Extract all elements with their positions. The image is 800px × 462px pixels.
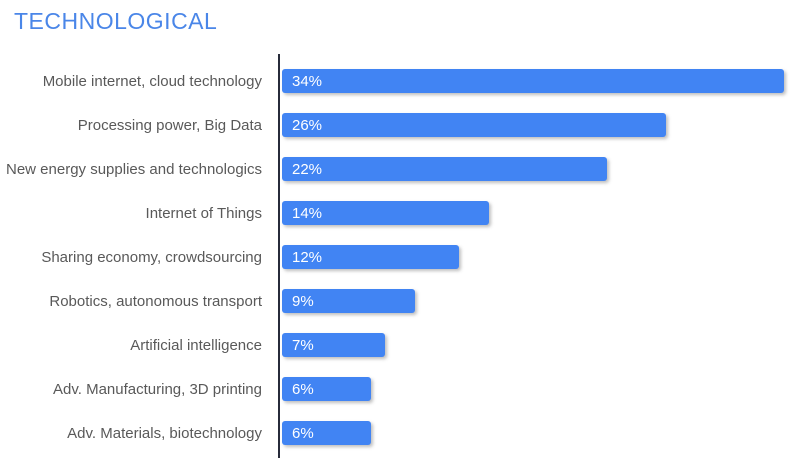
bar: 22% — [282, 157, 607, 181]
chart-row: Internet of Things 14% — [0, 191, 800, 235]
chart-rows: Mobile internet, cloud technology 34% Proc… — [0, 59, 800, 455]
bar: 6% — [282, 377, 371, 401]
chart-row: New energy supplies and technologics 22% — [0, 147, 800, 191]
category-label: Sharing economy, crowdsourcing — [41, 248, 262, 266]
bar: 14% — [282, 201, 489, 225]
bar: 26% — [282, 113, 666, 137]
bar-track: 12% — [282, 245, 800, 269]
vertical-axis-line — [278, 54, 280, 458]
bar-track: 22% — [282, 157, 800, 181]
bar: 34% — [282, 69, 784, 93]
bar-track: 6% — [282, 377, 800, 401]
bar-value-label: 22% — [292, 160, 323, 178]
bar: 12% — [282, 245, 459, 269]
bar-track: 9% — [282, 289, 800, 313]
bar-value-label: 9% — [292, 292, 314, 310]
bar-track: 6% — [282, 421, 800, 445]
chart-row: Mobile internet, cloud technology 34% — [0, 59, 800, 103]
chart-row: Adv. Manufacturing, 3D printing 6% — [0, 367, 800, 411]
category-label: Adv. Manufacturing, 3D printing — [53, 380, 262, 398]
chart-row: Robotics, autonomous transport 9% — [0, 279, 800, 323]
bar-track: 14% — [282, 201, 800, 225]
category-label: Processing power, Big Data — [77, 116, 262, 134]
category-label: Internet of Things — [145, 204, 262, 222]
chart-row: Artificial intelligence 7% — [0, 323, 800, 367]
bar-value-label: 6% — [292, 380, 314, 398]
category-label: New energy supplies and technologics — [6, 160, 262, 178]
chart-row: Adv. Materials, biotechnology 6% — [0, 411, 800, 455]
bar-value-label: 34% — [292, 72, 323, 90]
category-label: Adv. Materials, biotechnology — [67, 424, 262, 442]
bar-chart: Mobile internet, cloud technology 34% Proc… — [0, 52, 800, 462]
chart-row: Processing power, Big Data 26% — [0, 103, 800, 147]
bar-track: 7% — [282, 333, 800, 357]
bar-value-label: 14% — [292, 204, 323, 222]
bar-value-label: 12% — [292, 248, 323, 266]
bar-value-label: 26% — [292, 116, 323, 134]
chart-row: Sharing economy, crowdsourcing 12% — [0, 235, 800, 279]
bar-track: 34% — [282, 69, 800, 93]
bar-track: 26% — [282, 113, 800, 137]
bar: 7% — [282, 333, 385, 357]
category-label: Robotics, autonomous transport — [49, 292, 262, 310]
category-label: Mobile internet, cloud technology — [42, 72, 262, 90]
category-label: Artificial intelligence — [130, 336, 262, 354]
bar-value-label: 7% — [292, 336, 314, 354]
bar: 6% — [282, 421, 371, 445]
bar: 9% — [282, 289, 415, 313]
chart-title: TECHNOLOGICAL — [14, 8, 218, 34]
bar-value-label: 6% — [292, 424, 314, 442]
